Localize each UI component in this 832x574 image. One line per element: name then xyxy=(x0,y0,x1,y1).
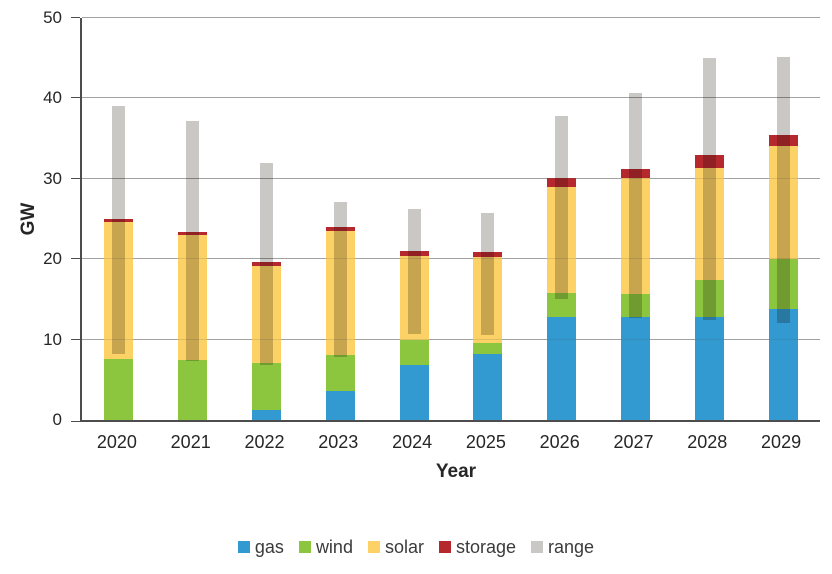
bar-segment-2021-wind xyxy=(178,359,208,420)
bar-segment-2020-wind xyxy=(104,358,134,420)
gridline-overlay-10 xyxy=(82,338,820,340)
legend-label-solar: solar xyxy=(384,537,424,557)
x-tick-label-2025: 2025 xyxy=(465,432,506,452)
legend-label-wind: wind xyxy=(315,537,353,557)
legend-label-gas: gas xyxy=(254,537,284,557)
legend-item-gas: gas xyxy=(237,537,284,557)
x-tick-label-2026: 2026 xyxy=(539,432,580,452)
bar-segment-2023-wind xyxy=(325,354,355,392)
gridline-overlay-40 xyxy=(82,97,820,99)
legend-swatch-solar xyxy=(367,541,380,553)
gridline-10 xyxy=(82,338,820,340)
legend-item-storage: storage xyxy=(438,537,517,557)
y-axis-title: GW xyxy=(18,202,39,236)
bar-segment-2027-gas xyxy=(621,317,650,420)
range-bar-2027 xyxy=(629,92,642,318)
x-axis-title: Year xyxy=(435,461,477,482)
plot-area xyxy=(71,17,820,422)
y-axis-tick-20 xyxy=(71,258,80,260)
y-axis-tick-10 xyxy=(71,338,80,340)
bar-segment-2024-gas xyxy=(399,364,429,420)
x-tick-label-2029: 2029 xyxy=(761,432,802,452)
bar-segment-2022-gas xyxy=(252,410,281,420)
range-bar-2022 xyxy=(260,162,273,365)
range-bar-2025 xyxy=(481,212,495,335)
bar-segment-2029-gas xyxy=(768,309,798,420)
y-tick-label-0: 0 xyxy=(52,410,62,429)
gridline-30 xyxy=(82,177,820,179)
gridline-50 xyxy=(82,17,820,19)
y-tick-label-20: 20 xyxy=(43,249,62,269)
legend-label-range: range xyxy=(548,537,595,557)
x-tick-label-2020: 2020 xyxy=(96,432,137,452)
legend-swatch-wind xyxy=(298,541,311,553)
range-bar-2020 xyxy=(112,106,126,355)
y-axis-tick-40 xyxy=(71,97,80,99)
y-axis-tick-50 xyxy=(71,17,80,19)
y-tick-label-10: 10 xyxy=(43,329,62,349)
y-tick-label-50: 50 xyxy=(43,8,62,27)
legend-item-solar: solar xyxy=(367,537,424,557)
y-tick-label-30: 30 xyxy=(43,168,62,188)
y-axis-tick-30 xyxy=(71,177,80,179)
x-tick-label-2024: 2024 xyxy=(392,432,433,452)
legend-item-range: range xyxy=(531,538,594,556)
gridline-20 xyxy=(82,258,820,260)
x-axis-tick-labels: 2020 2021 2022 2023 2024 2025 2026 2027 2028 2029 xyxy=(80,432,818,453)
gridline-overlay-50 xyxy=(82,17,820,19)
gridline-40 xyxy=(82,97,820,99)
bar-segment-2024-wind xyxy=(399,339,429,365)
gridline-overlay-30 xyxy=(82,177,820,179)
bar-segment-2026-gas xyxy=(547,317,577,420)
y-axis-tick-0 xyxy=(71,421,80,422)
gridline-overlay-20 xyxy=(82,258,820,260)
legend-swatch-storage xyxy=(438,541,451,553)
legend: gas wind solar storage range xyxy=(0,538,832,556)
legend-item-wind: wind xyxy=(298,537,353,557)
x-tick-label-2021: 2021 xyxy=(170,432,211,452)
x-tick-label-2028: 2028 xyxy=(687,432,728,452)
y-tick-label-40: 40 xyxy=(43,88,62,108)
bar-segment-2028-gas xyxy=(694,317,724,420)
bar-segment-2025-wind xyxy=(473,342,503,355)
bar-segment-2023-gas xyxy=(325,391,355,420)
x-tick-label-2027: 2027 xyxy=(613,432,654,452)
range-bar-2024 xyxy=(407,209,421,334)
x-tick-label-2023: 2023 xyxy=(318,432,359,452)
range-bar-2026 xyxy=(555,116,569,299)
range-bar-2029 xyxy=(776,56,790,323)
range-bar-2023 xyxy=(333,202,347,358)
legend-swatch-gas xyxy=(237,541,250,553)
range-bar-2021 xyxy=(186,120,200,361)
bar-segment-2022-wind xyxy=(252,362,281,411)
legend-swatch-range xyxy=(531,541,544,553)
range-bar-2028 xyxy=(702,58,716,321)
legend-label-storage: storage xyxy=(455,537,517,557)
x-tick-label-2022: 2022 xyxy=(244,432,285,452)
bar-segment-2025-gas xyxy=(473,354,503,420)
